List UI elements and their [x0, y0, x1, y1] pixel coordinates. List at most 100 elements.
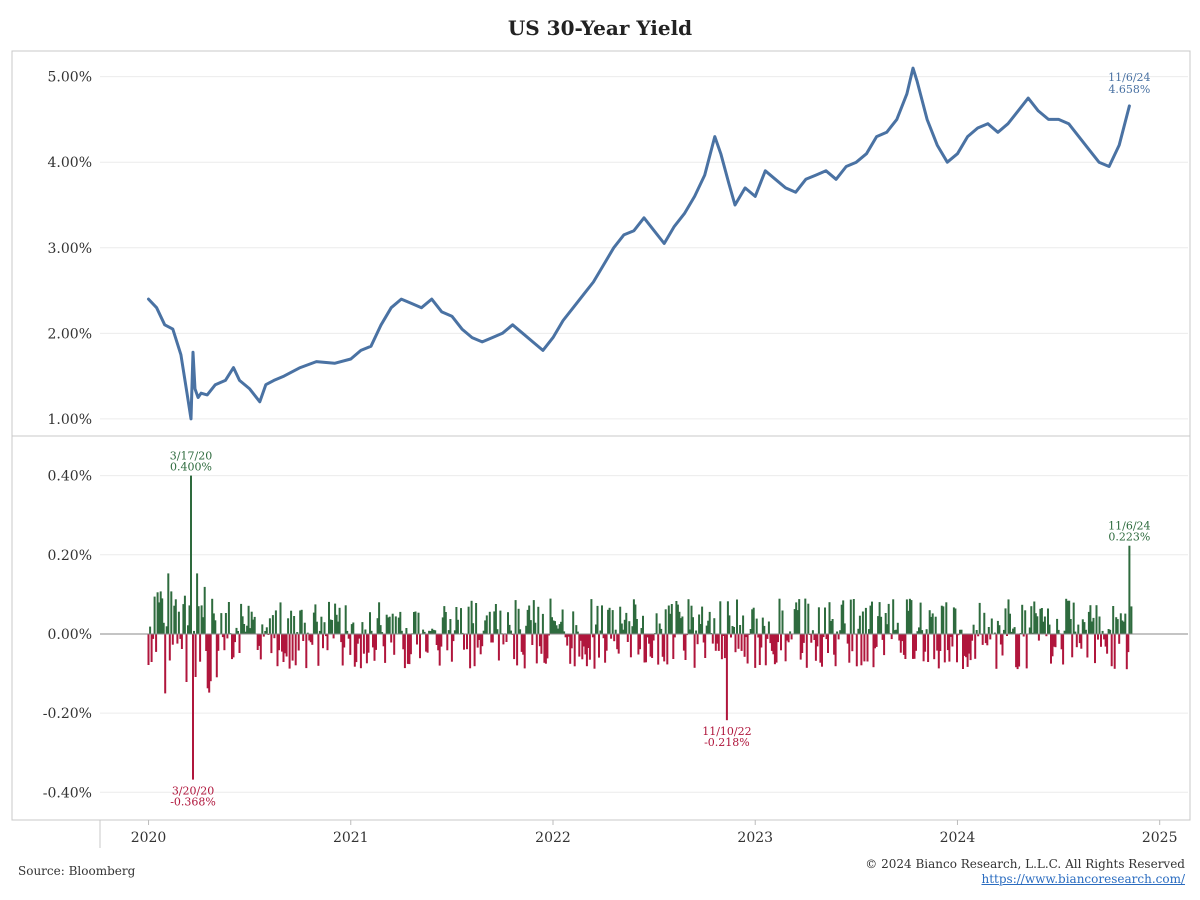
- change-bar: [529, 620, 532, 634]
- change-bar: [155, 633, 158, 652]
- change-bar: [1060, 633, 1063, 650]
- change-bar: [613, 633, 616, 642]
- change-bar: [1030, 606, 1033, 634]
- change-bar: [202, 617, 205, 634]
- change-bar: [720, 633, 723, 660]
- change-bar: [722, 633, 725, 636]
- daily-change-bars: [100, 475, 1188, 780]
- change-bar: [682, 633, 685, 651]
- change-bar: [358, 633, 361, 639]
- change-bar: [499, 610, 502, 634]
- change-bar: [290, 610, 293, 634]
- change-bar: [766, 633, 769, 639]
- change-bar: [1095, 605, 1098, 634]
- change-bar: [629, 633, 632, 658]
- change-bar: [701, 606, 704, 634]
- change-bar: [804, 598, 807, 634]
- change-bar: [924, 633, 927, 652]
- website-link[interactable]: https://www.biancoresearch.com/: [981, 872, 1185, 886]
- change-bar: [904, 633, 907, 659]
- change-bar: [502, 633, 505, 645]
- change-bar: [460, 608, 462, 634]
- change-bar: [916, 631, 919, 634]
- change-bar: [429, 631, 432, 634]
- change-bar: [755, 618, 758, 634]
- source-note: Source: Bloomberg: [18, 864, 136, 878]
- change-bar: [666, 633, 669, 665]
- change-bar: [288, 633, 291, 669]
- change-bar: [604, 633, 607, 663]
- change-bar: [1101, 630, 1104, 634]
- change-bar: [1037, 633, 1040, 641]
- change-bar: [199, 633, 202, 662]
- change-bar: [581, 633, 584, 660]
- change-bar: [344, 605, 347, 634]
- change-bar: [422, 629, 425, 634]
- change-bar: [731, 626, 734, 634]
- change-bar: [322, 633, 324, 649]
- change-bar: [271, 615, 274, 634]
- change-bar: [919, 602, 922, 634]
- change-bar: [214, 620, 217, 634]
- change-bar: [895, 629, 898, 634]
- change-bar: [379, 625, 382, 634]
- change-bar: [726, 601, 729, 634]
- change-bar: [590, 599, 593, 634]
- change-bar: [940, 605, 943, 634]
- change-bar: [831, 619, 834, 634]
- change-bar: [192, 633, 194, 780]
- change-bar: [893, 630, 896, 634]
- change-bar: [555, 625, 558, 634]
- change-bar: [323, 622, 326, 634]
- change-bar: [582, 633, 585, 647]
- change-bar: [227, 602, 230, 634]
- change-bar: [930, 616, 933, 634]
- change-bar: [622, 629, 625, 634]
- change-bar: [484, 620, 487, 634]
- change-bar: [426, 633, 429, 653]
- change-bar: [455, 607, 458, 634]
- change-bar: [1012, 628, 1015, 634]
- change-bar: [669, 613, 672, 634]
- bar-annotation-date: 3/17/20: [170, 450, 212, 463]
- change-bar: [158, 602, 161, 634]
- change-bar: [443, 606, 446, 634]
- bar-annotation-value: -0.218%: [704, 736, 750, 749]
- change-bar: [769, 633, 772, 644]
- change-bar: [599, 630, 602, 634]
- change-bar: [643, 633, 646, 663]
- change-bar: [995, 633, 998, 669]
- change-bar: [778, 598, 781, 634]
- change-bar: [367, 633, 370, 653]
- change-bar: [936, 633, 939, 651]
- change-bar: [393, 633, 396, 655]
- change-bar: [707, 620, 710, 634]
- change-bar: [719, 601, 722, 634]
- change-bar: [279, 602, 282, 634]
- change-bar: [1040, 608, 1043, 634]
- change-bar: [1053, 633, 1055, 647]
- change-bar: [651, 633, 654, 658]
- change-bar: [274, 610, 277, 634]
- change-bar: [634, 604, 637, 634]
- change-bar: [777, 633, 779, 643]
- change-bar: [679, 618, 682, 634]
- change-bar: [494, 604, 497, 634]
- change-bar: [1013, 627, 1016, 634]
- change-bar: [150, 633, 153, 662]
- change-bar: [440, 633, 443, 647]
- change-bar: [608, 607, 611, 634]
- change-bar: [901, 633, 904, 642]
- change-bar: [657, 633, 660, 665]
- bar-annotation-value: 0.400%: [170, 461, 212, 474]
- change-bar: [686, 633, 688, 636]
- change-bar: [736, 599, 738, 634]
- change-bar: [1118, 633, 1121, 644]
- change-bar: [642, 615, 644, 634]
- change-bar: [560, 621, 563, 634]
- change-bar: [946, 633, 949, 651]
- change-bar: [159, 591, 162, 634]
- change-bar: [652, 633, 655, 641]
- change-bar: [655, 613, 658, 634]
- change-bar: [232, 633, 235, 658]
